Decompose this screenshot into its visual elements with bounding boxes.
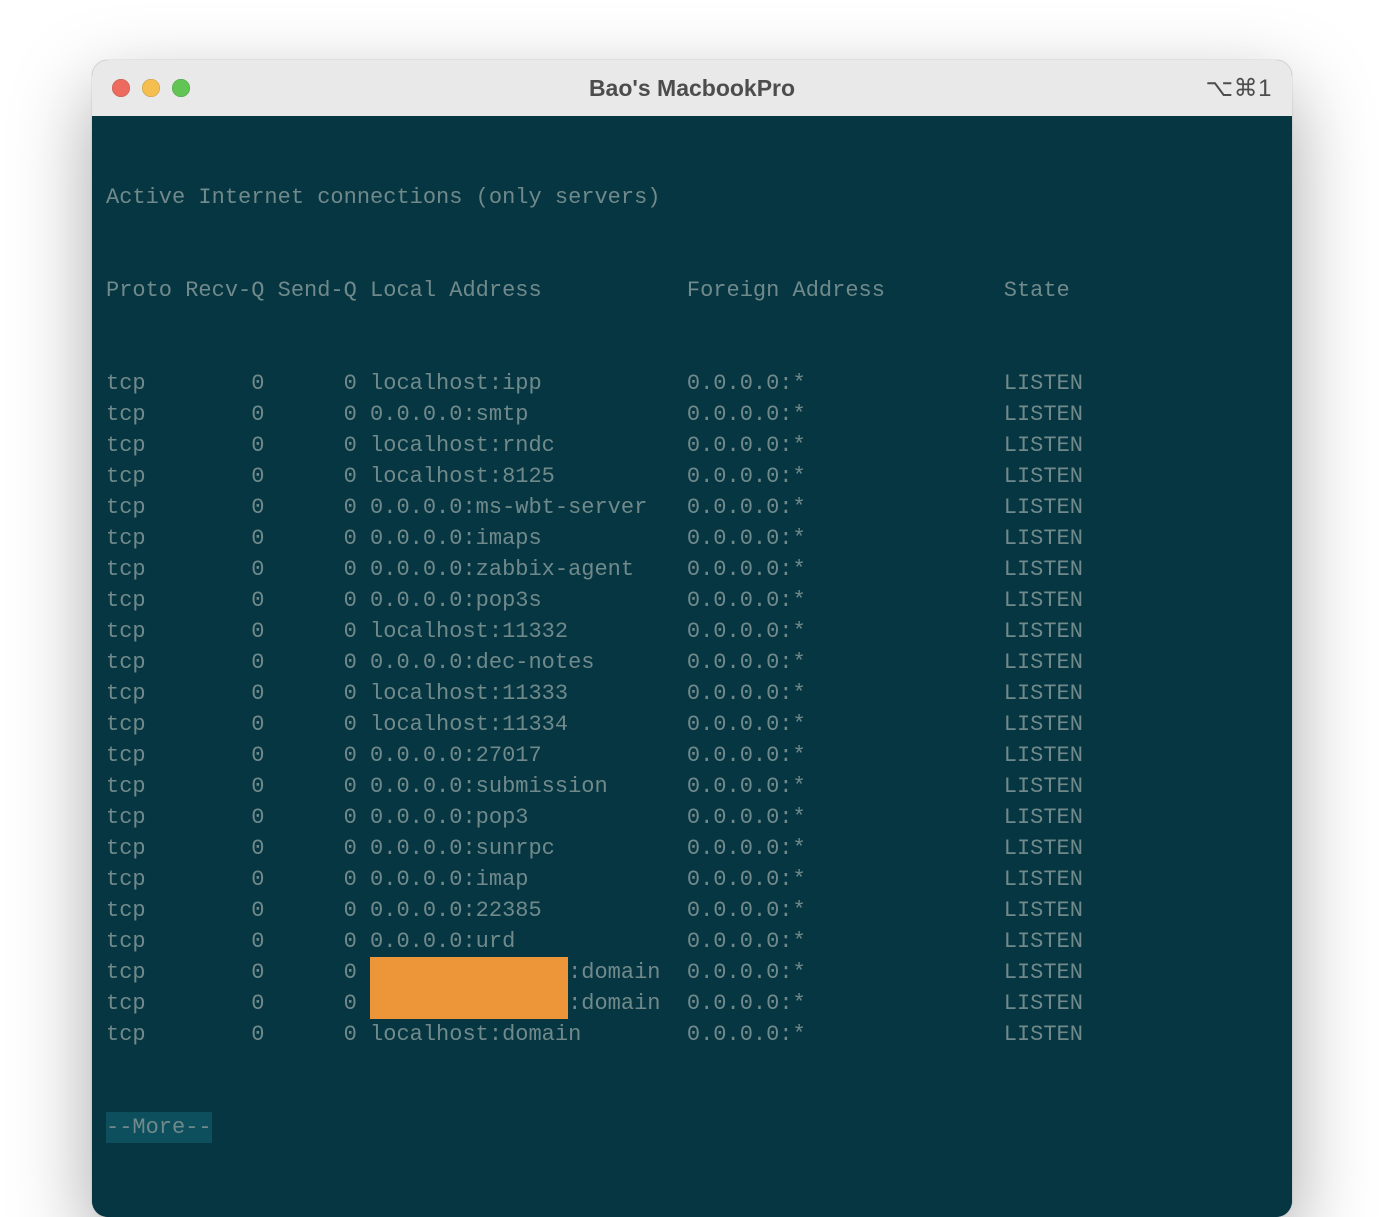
- terminal-header-line: Active Internet connections (only server…: [106, 182, 1278, 213]
- redacted-ip: [370, 957, 568, 988]
- table-row: tcp 0 0 :domain 0.0.0.0:* LISTEN: [106, 988, 1278, 1019]
- close-button[interactable]: [112, 79, 130, 97]
- table-row: tcp 0 0 0.0.0.0:imap 0.0.0.0:* LISTEN: [106, 864, 1278, 895]
- table-row: tcp 0 0 :domain 0.0.0.0:* LISTEN: [106, 957, 1278, 988]
- table-row: tcp 0 0 0.0.0.0:imaps 0.0.0.0:* LISTEN: [106, 523, 1278, 554]
- table-row: tcp 0 0 localhost:8125 0.0.0.0:* LISTEN: [106, 461, 1278, 492]
- titlebar[interactable]: Bao's MacbookPro ⌥⌘1: [92, 60, 1292, 116]
- traffic-lights: [112, 79, 190, 97]
- terminal-rows: tcp 0 0 localhost:ipp 0.0.0.0:* LISTENtc…: [106, 368, 1278, 1050]
- zoom-button[interactable]: [172, 79, 190, 97]
- shortcut-hint: ⌥⌘1: [1205, 74, 1272, 103]
- table-row: tcp 0 0 0.0.0.0:submission 0.0.0.0:* LIS…: [106, 771, 1278, 802]
- table-row: tcp 0 0 0.0.0.0:smtp 0.0.0.0:* LISTEN: [106, 399, 1278, 430]
- page: Bao's MacbookPro ⌥⌘1 Active Internet con…: [0, 0, 1392, 1140]
- window-title: Bao's MacbookPro: [92, 75, 1292, 102]
- table-row: tcp 0 0 0.0.0.0:zabbix-agent 0.0.0.0:* L…: [106, 554, 1278, 585]
- table-row: tcp 0 0 localhost:domain 0.0.0.0:* LISTE…: [106, 1019, 1278, 1050]
- table-row: tcp 0 0 0.0.0.0:pop3s 0.0.0.0:* LISTEN: [106, 585, 1278, 616]
- table-row: tcp 0 0 0.0.0.0:ms-wbt-server 0.0.0.0:* …: [106, 492, 1278, 523]
- terminal-window: Bao's MacbookPro ⌥⌘1 Active Internet con…: [92, 60, 1292, 1217]
- more-prompt[interactable]: --More--: [106, 1112, 212, 1143]
- table-row: tcp 0 0 localhost:11332 0.0.0.0:* LISTEN: [106, 616, 1278, 647]
- table-row: tcp 0 0 localhost:ipp 0.0.0.0:* LISTEN: [106, 368, 1278, 399]
- table-row: tcp 0 0 0.0.0.0:pop3 0.0.0.0:* LISTEN: [106, 802, 1278, 833]
- table-row: tcp 0 0 0.0.0.0:urd 0.0.0.0:* LISTEN: [106, 926, 1278, 957]
- table-row: tcp 0 0 0.0.0.0:dec-notes 0.0.0.0:* LIST…: [106, 647, 1278, 678]
- table-row: tcp 0 0 0.0.0.0:22385 0.0.0.0:* LISTEN: [106, 895, 1278, 926]
- terminal-columns-line: Proto Recv-Q Send-Q Local Address Foreig…: [106, 275, 1278, 306]
- terminal-body[interactable]: Active Internet connections (only server…: [92, 116, 1292, 1217]
- table-row: tcp 0 0 localhost:rndc 0.0.0.0:* LISTEN: [106, 430, 1278, 461]
- table-row: tcp 0 0 localhost:11333 0.0.0.0:* LISTEN: [106, 678, 1278, 709]
- table-row: tcp 0 0 localhost:11334 0.0.0.0:* LISTEN: [106, 709, 1278, 740]
- table-row: tcp 0 0 0.0.0.0:sunrpc 0.0.0.0:* LISTEN: [106, 833, 1278, 864]
- more-prompt-line: --More--: [92, 1112, 1292, 1143]
- minimize-button[interactable]: [142, 79, 160, 97]
- table-row: tcp 0 0 0.0.0.0:27017 0.0.0.0:* LISTEN: [106, 740, 1278, 771]
- redacted-ip: [370, 988, 568, 1019]
